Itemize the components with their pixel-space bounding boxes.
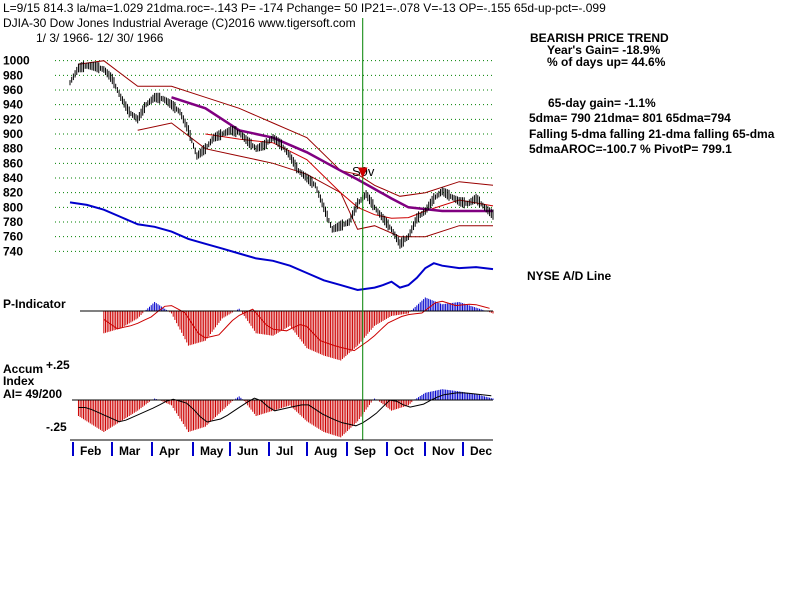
month-label: Jun [237, 444, 258, 458]
y-tick-label: 880 [3, 142, 23, 156]
header-line-1: L=9/15 814.3 la/ma=1.029 21dma.roc=-.143… [3, 1, 606, 15]
price-bars [69, 61, 494, 249]
ad-line [69, 201, 494, 292]
y-tick-label: 780 [3, 215, 23, 229]
pct-days-up: % of days up= 44.6% [547, 55, 666, 69]
accum-minus-label: -.25 [46, 420, 67, 434]
years-gain: Year's Gain= -18.9% [547, 43, 661, 57]
month-label: Nov [432, 444, 455, 458]
series-lines [69, 60, 494, 292]
dma-values: 5dma= 790 21dma= 801 65dma=794 [529, 111, 731, 125]
y-tick-label: 860 [3, 156, 23, 170]
header-line-2: DJIA-30 Dow Jones Industrial Average (C)… [3, 16, 356, 30]
gain-65: 65-day gain= -1.1% [548, 96, 656, 110]
y-tick-label: 820 [3, 186, 23, 200]
month-axis: Feb Mar Apr May Jun Jul Aug Sep Oct Nov Dec [70, 439, 493, 458]
month-label: Jul [276, 444, 293, 458]
ai-value: AI= 49/200 [3, 387, 62, 401]
accum-index-histogram [72, 389, 494, 438]
accum-index-ma-line [78, 392, 492, 427]
month-label: Mar [119, 444, 141, 458]
upper-band-line [78, 60, 494, 197]
month-label: Apr [159, 444, 180, 458]
p-indicator-ma-line [103, 300, 490, 352]
accum-label: Accum [3, 362, 43, 376]
y-tick-label: 840 [3, 171, 23, 185]
signal-markers [357, 18, 368, 440]
signal-arrow-icon [357, 167, 368, 179]
y-tick-label: 740 [3, 244, 23, 258]
y-tick-label: 900 [3, 127, 23, 141]
month-label: Oct [394, 444, 414, 458]
month-label: Dec [470, 444, 492, 458]
ma65-line [171, 96, 493, 213]
y-tick-label: 980 [3, 68, 23, 82]
lower-band-line [137, 122, 493, 238]
dma-trend: Falling 5-dma falling 21-dma falling 65-… [529, 127, 775, 141]
y-tick-label: 920 [3, 112, 23, 126]
p-indicator-histogram [80, 297, 494, 361]
y-tick-label: 800 [3, 200, 23, 214]
aroc-pivot: 5dmaAROC=-100.7 % PivotP= 799.1 [529, 142, 732, 156]
y-tick-label: 1000 [3, 54, 30, 68]
y-tick-label: 940 [3, 98, 23, 112]
accum-plus-label: +.25 [46, 358, 70, 372]
month-label: Aug [314, 444, 337, 458]
date-range: 1/ 3/ 1966- 12/ 30/ 1966 [36, 31, 164, 45]
p-indicator-label: P-Indicator [3, 297, 66, 311]
y-tick-label: 760 [3, 230, 23, 244]
nyse-ad-label: NYSE A/D Line [527, 269, 612, 283]
month-label: May [200, 444, 224, 458]
month-label: Feb [80, 444, 101, 458]
index-label: Index [3, 374, 35, 388]
trend-label: BEARISH PRICE TREND [530, 31, 669, 45]
month-label: Sep [354, 444, 376, 458]
y-tick-labels: 1000980960940920900880860840820800780760… [3, 54, 30, 259]
y-tick-label: 960 [3, 83, 23, 97]
grid-layer [55, 60, 493, 252]
